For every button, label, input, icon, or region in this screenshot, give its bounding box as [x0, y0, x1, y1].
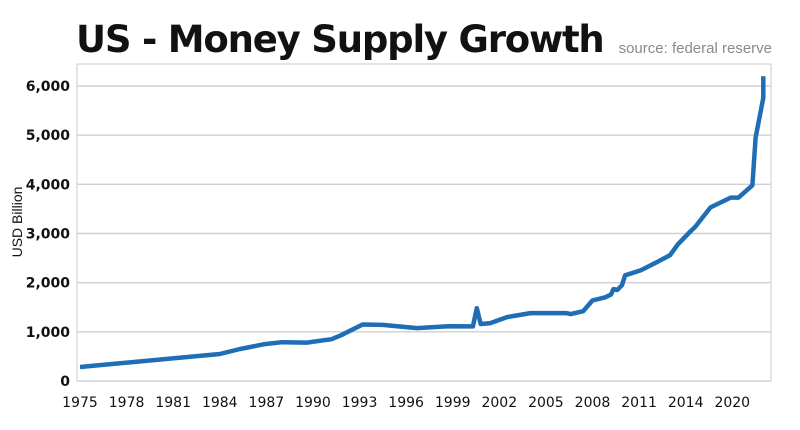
y-tick-label: 1,000 — [26, 325, 71, 341]
chart-title: US - Money Supply Growth — [76, 18, 605, 61]
y-tick-label: 0 — [60, 374, 70, 390]
x-tick-label: 1981 — [155, 395, 191, 411]
x-tick-label: 2014 — [668, 395, 704, 411]
x-tick-label: 1975 — [62, 395, 98, 411]
x-tick-label: 2008 — [575, 395, 611, 411]
y-tick-label: 5,000 — [26, 128, 71, 144]
chart-source: source: federal reserve — [618, 40, 772, 57]
x-tick-label: 2005 — [528, 395, 564, 411]
y-tick-label: 3,000 — [26, 227, 71, 243]
x-tick-label: 2020 — [714, 395, 750, 411]
x-tick-label: 1987 — [249, 395, 285, 411]
series — [79, 76, 766, 370]
y-axis-label: USD Billion — [9, 187, 25, 258]
x-tick-label: 1996 — [388, 395, 424, 411]
money-supply-line — [79, 76, 766, 370]
x-tick-label: 1993 — [342, 395, 378, 411]
y-axis-ticks: 0 1,000 2,000 3,000 4,000 5,000 6,000 — [26, 79, 71, 390]
x-tick-label: 1984 — [202, 395, 238, 411]
y-tick-label: 2,000 — [26, 276, 71, 292]
x-tick-label: 2002 — [481, 395, 517, 411]
y-tick-label: 6,000 — [26, 79, 71, 95]
x-tick-label: 1999 — [435, 395, 471, 411]
x-tick-label: 1990 — [295, 395, 331, 411]
x-tick-label: 1978 — [109, 395, 145, 411]
gridlines — [77, 85, 771, 382]
y-tick-label: 4,000 — [26, 177, 71, 193]
x-tick-label: 2011 — [621, 395, 657, 411]
axes — [76, 63, 772, 381]
x-axis-ticks: 1975 1978 1981 1984 1987 1990 1993 1996 1999 2002… — [62, 395, 750, 411]
